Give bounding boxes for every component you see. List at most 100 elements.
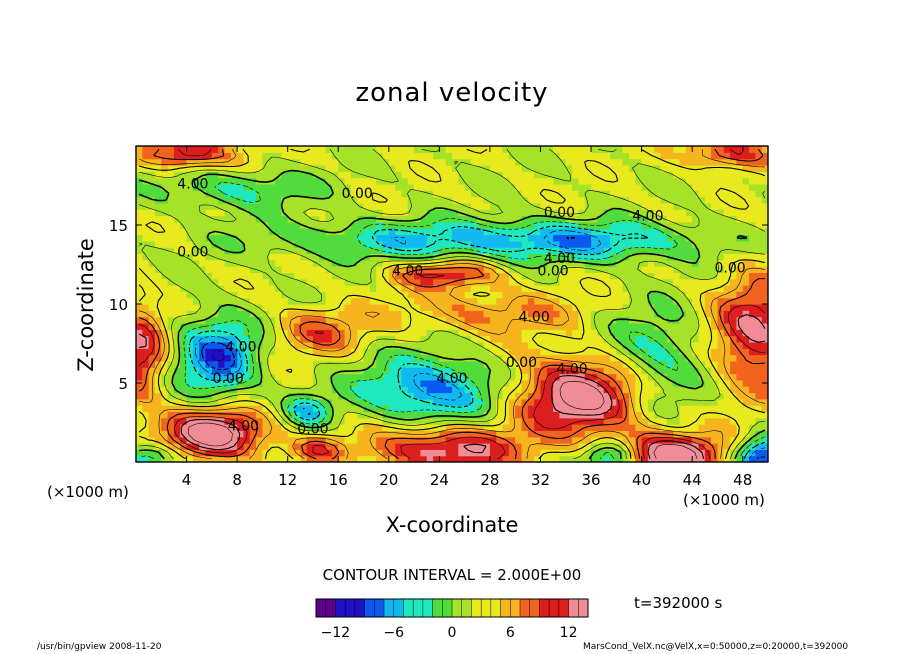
heatmap-cell <box>338 417 346 425</box>
heatmap-cell <box>685 171 693 179</box>
heatmap-cell <box>142 329 150 337</box>
heatmap-cell <box>199 278 207 286</box>
heatmap-cell <box>553 297 561 305</box>
heatmap-cell <box>433 354 440 362</box>
heatmap-cell <box>262 278 270 286</box>
heatmap-cell <box>635 209 643 217</box>
heatmap-cell <box>591 386 598 394</box>
heatmap-cell <box>628 228 636 236</box>
heatmap-cell <box>641 386 649 394</box>
heatmap-cell <box>161 253 169 261</box>
heatmap-cell <box>515 455 523 462</box>
heatmap-cell <box>559 247 567 255</box>
heatmap-cell <box>660 209 668 217</box>
heatmap-cell <box>553 152 561 160</box>
heatmap-cell <box>331 183 339 191</box>
heatmap-cell <box>173 398 181 406</box>
heatmap-cell <box>755 398 763 406</box>
heatmap-cell <box>591 234 598 242</box>
heatmap-cell <box>647 398 655 406</box>
heatmap-cell <box>534 360 542 368</box>
heatmap-cell <box>502 177 510 185</box>
heatmap-cell <box>420 240 428 248</box>
heatmap-cell <box>148 202 156 210</box>
heatmap-cell <box>369 360 377 368</box>
heatmap-cell <box>211 209 219 217</box>
heatmap-cell <box>243 405 251 413</box>
heatmap-cell <box>685 234 693 242</box>
heatmap-cell <box>275 436 282 444</box>
heatmap-cell <box>711 171 719 179</box>
heatmap-cell <box>395 411 403 419</box>
heatmap-cell <box>319 272 327 280</box>
heatmap-cell <box>515 221 523 229</box>
heatmap-cell <box>508 335 516 343</box>
heatmap-cell <box>407 398 415 406</box>
heatmap-cell <box>395 215 403 223</box>
heatmap-cell <box>142 398 150 406</box>
heatmap-cell <box>628 202 636 210</box>
heatmap-cell <box>433 291 440 299</box>
heatmap-cell <box>685 386 693 394</box>
heatmap-cell <box>249 341 257 349</box>
heatmap-cell <box>136 304 143 311</box>
heatmap-cell <box>502 367 510 375</box>
heatmap-cell <box>338 259 346 267</box>
heatmap-cell <box>723 367 731 375</box>
heatmap-cell <box>654 449 662 457</box>
heatmap-cell <box>515 196 523 204</box>
heatmap-cell <box>572 322 579 330</box>
heatmap-cell <box>148 304 156 311</box>
heatmap-cell <box>698 278 706 286</box>
heatmap-cell <box>628 183 636 191</box>
heatmap-cell <box>515 430 523 438</box>
heatmap-cell <box>154 443 162 450</box>
heatmap-cell <box>635 386 643 394</box>
heatmap-cell <box>363 417 371 425</box>
heatmap-cell <box>711 152 719 160</box>
heatmap-cell <box>331 392 339 400</box>
heatmap-cell <box>515 341 523 349</box>
heatmap-cell <box>312 196 320 204</box>
heatmap-cell <box>723 417 731 425</box>
heatmap-cell <box>426 247 434 255</box>
heatmap-cell <box>502 215 510 223</box>
heatmap-cell <box>483 367 491 375</box>
heatmap-cell <box>230 449 238 457</box>
heatmap-cell <box>376 316 384 324</box>
heatmap-cell <box>749 304 756 311</box>
heatmap-cell <box>742 379 750 387</box>
heatmap-cell <box>546 253 554 261</box>
heatmap-cell <box>344 291 352 299</box>
heatmap-cell <box>224 202 232 210</box>
heatmap-cell <box>148 240 156 248</box>
heatmap-cell <box>647 146 655 153</box>
heatmap-cell <box>287 455 295 462</box>
heatmap-cell <box>237 398 245 406</box>
heatmap-cell <box>243 360 251 368</box>
heatmap-cell <box>483 341 491 349</box>
heatmap-cell <box>515 398 523 406</box>
heatmap-cell <box>591 360 598 368</box>
heatmap-cell <box>742 436 750 444</box>
heatmap-cell <box>685 398 693 406</box>
heatmap-cell <box>534 310 542 318</box>
heatmap-cell <box>420 164 428 172</box>
heatmap-cell <box>325 221 333 229</box>
heatmap-cell <box>489 183 497 191</box>
heatmap-cell <box>641 360 649 368</box>
heatmap-cell <box>218 177 226 185</box>
heatmap-cell <box>761 209 768 217</box>
heatmap-cell <box>420 354 428 362</box>
heatmap-cell <box>761 354 768 362</box>
heatmap-cell <box>559 158 567 166</box>
heatmap-cell <box>205 272 213 280</box>
heatmap-cell <box>376 398 384 406</box>
heatmap-cell <box>294 367 301 375</box>
heatmap-cell <box>717 348 725 356</box>
heatmap-cell <box>230 209 238 217</box>
heatmap-cell <box>704 266 712 273</box>
heatmap-cell <box>369 209 377 217</box>
heatmap-cell <box>660 386 668 394</box>
heatmap-cell <box>287 398 295 406</box>
